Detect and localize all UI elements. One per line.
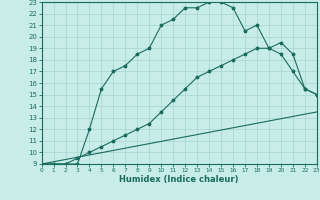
X-axis label: Humidex (Indice chaleur): Humidex (Indice chaleur) xyxy=(119,175,239,184)
